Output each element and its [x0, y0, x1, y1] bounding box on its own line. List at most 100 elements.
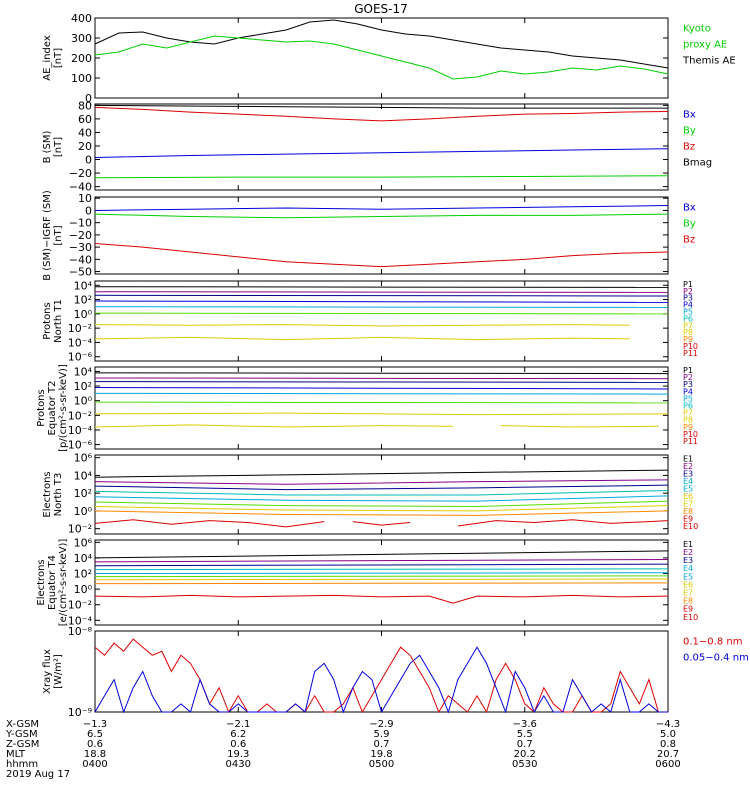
y-tick-label: 10⁻² — [68, 599, 92, 612]
y-tick-label: 10² — [74, 487, 92, 500]
y-axis-label-line: B (SM)−IGRF (SM) — [42, 190, 53, 281]
series-line-8 — [94, 510, 669, 516]
legend-entry: P3 — [683, 380, 693, 389]
legend-entry: P9 — [683, 423, 693, 432]
time-row-label: 2019 Aug 17 — [6, 769, 70, 780]
y-axis-label-line: [e/(cm²-s-sr-keV)] — [58, 539, 69, 627]
legend-entry: Themis AE — [682, 56, 736, 67]
series-line-3 — [94, 148, 669, 158]
y-tick-label: −40 — [69, 181, 92, 194]
legend-entry: E4 — [683, 564, 693, 573]
y-tick-label: 0 — [85, 92, 92, 105]
y-tick-label: 10⁴ — [74, 365, 93, 378]
legend-entry: P4 — [683, 387, 693, 396]
legend-entry: E4 — [683, 477, 693, 486]
legend-entry: P8 — [683, 416, 693, 425]
series-line-6 — [94, 401, 669, 404]
series-line-4 — [94, 175, 669, 179]
series-line-2 — [94, 35, 669, 80]
legend-entry: E8 — [683, 597, 693, 606]
panel-7: 10⁻⁴ 10⁻² 10⁰ 10² 10⁴ 10⁶ ElectronsEquator T4[… — [36, 536, 698, 627]
y-tick-label: 20 — [78, 140, 92, 153]
time-cell: 0430 — [226, 759, 251, 770]
y-axis-label: ProtonsNorth T1 — [42, 299, 64, 343]
legend-entry: By — [683, 126, 696, 137]
y-tick-label: 10⁶ — [74, 452, 93, 465]
series-line-7 — [94, 324, 630, 327]
series-line-10 — [352, 521, 411, 526]
legend-entry: P2 — [683, 287, 693, 296]
y-tick-label: 40 — [78, 126, 92, 139]
panel-1: 0 100 200 300 400 AE_index[nT] Kyoto proxy AE Th… — [42, 12, 736, 105]
y-tick-label: −10 — [69, 217, 92, 230]
legend-entry: Bx — [683, 203, 696, 214]
time-cell: −1.3 — [83, 719, 107, 730]
time-cell: −2.9 — [369, 719, 393, 730]
y-axis-label-line: Xray flux — [42, 649, 53, 694]
legend-entry: P11 — [683, 437, 698, 446]
y-axis-label-line: Protons — [36, 389, 47, 426]
legend-entry: P1 — [683, 280, 693, 289]
series-line-5 — [94, 572, 669, 575]
legend-entry: E8 — [683, 507, 693, 516]
y-axis-label: ProtonsEquator T2[p/(cm²-s-sr-keV)] — [36, 364, 69, 452]
y-tick-label: 10⁻⁹ — [68, 706, 92, 719]
series-line-6 — [94, 575, 669, 578]
time-cell: 0400 — [82, 759, 107, 770]
time-cell: 19.3 — [227, 749, 249, 760]
legend-entry: P2 — [683, 373, 693, 382]
time-cell: 6.2 — [230, 729, 246, 740]
y-axis-label-line: [nT] — [53, 137, 64, 157]
legend-entry: E3 — [683, 469, 693, 478]
legend-entry: E7 — [683, 499, 693, 508]
series-line-1 — [94, 286, 669, 288]
series-line-3 — [94, 294, 669, 297]
series-line-1 — [94, 104, 668, 109]
y-axis-label: AE_index[nT] — [42, 35, 64, 81]
y-tick-label: 10⁻⁸ — [68, 625, 93, 638]
series-line-2 — [94, 646, 668, 714]
y-tick-label: 10⁰ — [74, 308, 93, 321]
time-cell: 0.8 — [660, 739, 676, 750]
legend-entry: P7 — [683, 321, 693, 330]
y-tick-label: −20 — [69, 229, 92, 242]
y-axis-label-line: North T1 — [53, 299, 64, 343]
y-tick-label: 10⁰ — [74, 395, 93, 408]
series-line-4 — [94, 387, 669, 390]
legend-entry: E9 — [683, 514, 693, 523]
series-line-5 — [94, 495, 669, 502]
y-tick-label: 10⁴ — [74, 552, 93, 565]
panel-frame — [94, 280, 669, 362]
y-tick-label: 0 — [85, 154, 92, 167]
legend-entry: Bx — [683, 110, 696, 121]
legend-entry: E9 — [683, 605, 693, 614]
legend-entry: E1 — [683, 540, 693, 549]
legend-entry: 0.1−0.8 nm — [683, 637, 742, 648]
series-line-4 — [94, 300, 669, 303]
series-line-1 — [94, 638, 668, 714]
series-line-4 — [94, 568, 669, 571]
y-axis-label-line: [nT] — [53, 48, 64, 68]
time-cell: −4.3 — [656, 719, 680, 730]
legend-entry: P3 — [683, 294, 693, 303]
legend-entry: P5 — [683, 394, 693, 403]
time-row-label: MLT — [6, 749, 26, 760]
legend-entry: E6 — [683, 492, 693, 501]
legend-entry: 0.05−0.4 nm — [683, 653, 749, 664]
time-row-label: Y-GSM — [5, 729, 38, 740]
y-tick-label: 10² — [74, 568, 92, 581]
legend-entry: Bz — [683, 142, 695, 153]
y-axis-label-line: Protons — [42, 302, 53, 339]
y-tick-label: 60 — [78, 113, 92, 126]
time-cell: −3.6 — [513, 719, 537, 730]
y-axis-label-line: [W/m²] — [53, 654, 64, 689]
series-line-3 — [94, 484, 669, 491]
series-line-3 — [94, 563, 669, 567]
legend-entry: P10 — [683, 430, 698, 439]
panel-frame — [94, 630, 669, 713]
